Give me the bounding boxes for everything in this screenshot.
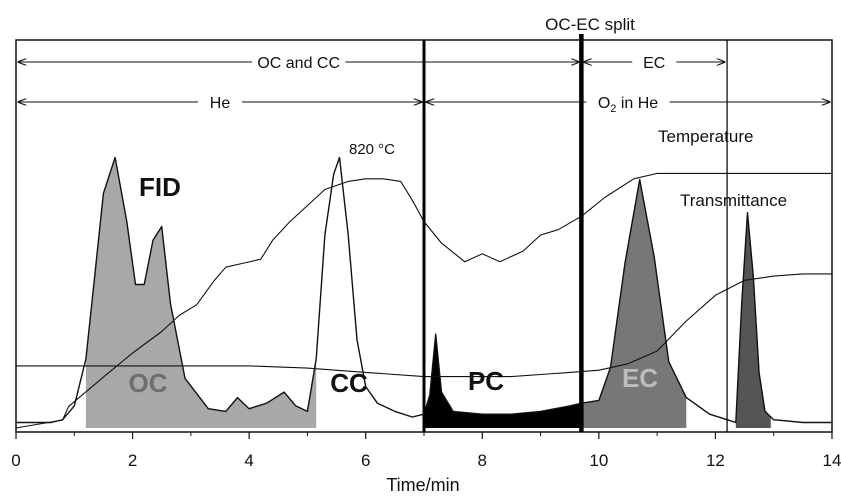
x-tick-label-6: 6 — [361, 451, 370, 470]
shaded-regions — [85, 157, 771, 428]
series-lines — [15, 156, 832, 429]
series-line-fid — [16, 156, 832, 424]
interval-label-3: O2 in He — [598, 95, 658, 115]
x-axis-label: Time/min — [386, 475, 459, 495]
annotation-ec: EC — [622, 363, 658, 393]
x-tick-label-12: 12 — [706, 451, 725, 470]
annotation-820-c: 820 °C — [349, 141, 395, 158]
shaded-region-ec — [581, 179, 687, 428]
series-line-temperature — [15, 172, 832, 429]
annotation-pc: PC — [468, 366, 504, 396]
annotation-fid: FID — [139, 172, 181, 202]
x-tick-label-4: 4 — [244, 451, 253, 470]
chart-title: OC-EC split — [545, 15, 635, 34]
interval-label-2: He — [210, 95, 231, 112]
x-tick-label-2: 2 — [128, 451, 137, 470]
x-tick-label-14: 14 — [823, 451, 841, 470]
annotations: FID 820 °C Temperature Transmittance OC CC PC E… — [129, 127, 788, 398]
interval-label-0: OC and CC — [257, 55, 340, 72]
interval-label-1: EC — [643, 55, 665, 72]
annotation-temperature: Temperature — [658, 127, 753, 146]
shaded-region-pc — [424, 334, 582, 428]
annotation-cc: CC — [330, 368, 368, 398]
x-tick-label-8: 8 — [478, 451, 487, 470]
x-tick-label-0: 0 — [11, 451, 20, 470]
x-axis-ticks: 0 2 4 6 8 10 12 14 — [11, 432, 841, 470]
annotation-oc: OC — [129, 368, 168, 398]
x-tick-label-10: 10 — [589, 451, 608, 470]
series-line-transmittance — [16, 273, 832, 378]
vertical-markers — [422, 34, 728, 432]
annotation-transmittance: Transmittance — [680, 191, 787, 210]
shaded-region-oc — [85, 157, 317, 428]
